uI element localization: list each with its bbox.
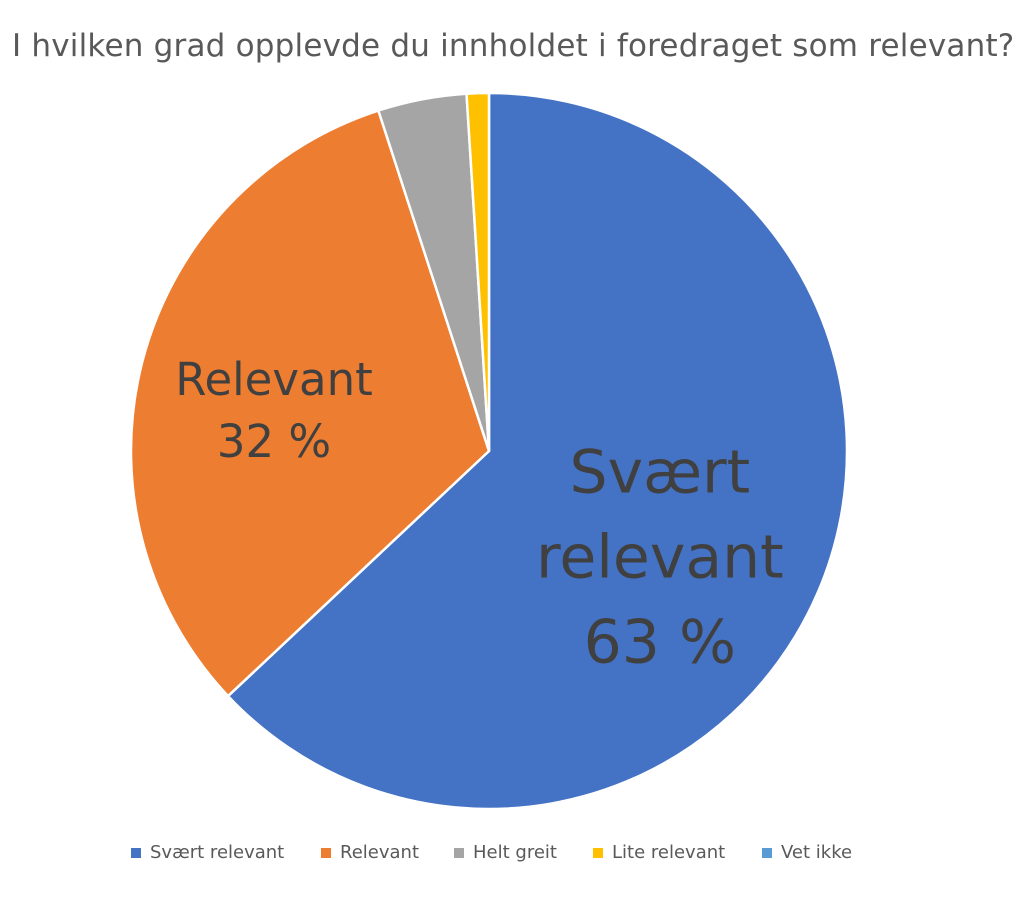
legend-item-svaert-relevant: Svært relevant — [131, 842, 284, 863]
data-label-1-line-0: Relevant — [175, 353, 373, 406]
pie-data-labels: Svært relevant 63 % Relevant 32 % — [175, 353, 783, 678]
legend-item-helt-greit: Helt greit — [454, 842, 557, 863]
legend-label: Vet ikke — [781, 842, 853, 863]
data-label-0-line-0: Svært — [569, 438, 750, 508]
legend-label: Relevant — [340, 842, 419, 863]
legend-swatch — [454, 847, 464, 858]
legend-label: Helt greit — [473, 842, 557, 863]
legend-label: Lite relevant — [612, 842, 726, 863]
pie-slice-lite-relevant — [465, 91, 491, 453]
pie-slices — [129, 91, 849, 811]
chart-title: I hvilken grad opplevde du innholdet i f… — [12, 28, 1015, 64]
data-label-0-line-2: 63 % — [584, 608, 736, 678]
legend-label: Svært relevant — [150, 842, 285, 863]
legend-swatch — [321, 847, 331, 858]
legend-swatch — [762, 847, 772, 858]
pie-slice-sv-rt-relevant — [226, 91, 849, 811]
legend-swatch — [593, 847, 603, 858]
legend-item-lite-relevant: Lite relevant — [593, 842, 725, 863]
data-label-0-line-1: relevant — [536, 523, 784, 593]
legend-item-relevant: Relevant — [321, 842, 419, 863]
data-label-1-line-1: 32 % — [217, 415, 331, 468]
chart-legend: Svært relevant Relevant Helt greit Lite … — [0, 842, 1024, 866]
legend-swatch — [131, 847, 141, 858]
pie-slice-relevant — [129, 109, 491, 698]
legend-item-vet-ikke: Vet ikke — [762, 842, 852, 863]
